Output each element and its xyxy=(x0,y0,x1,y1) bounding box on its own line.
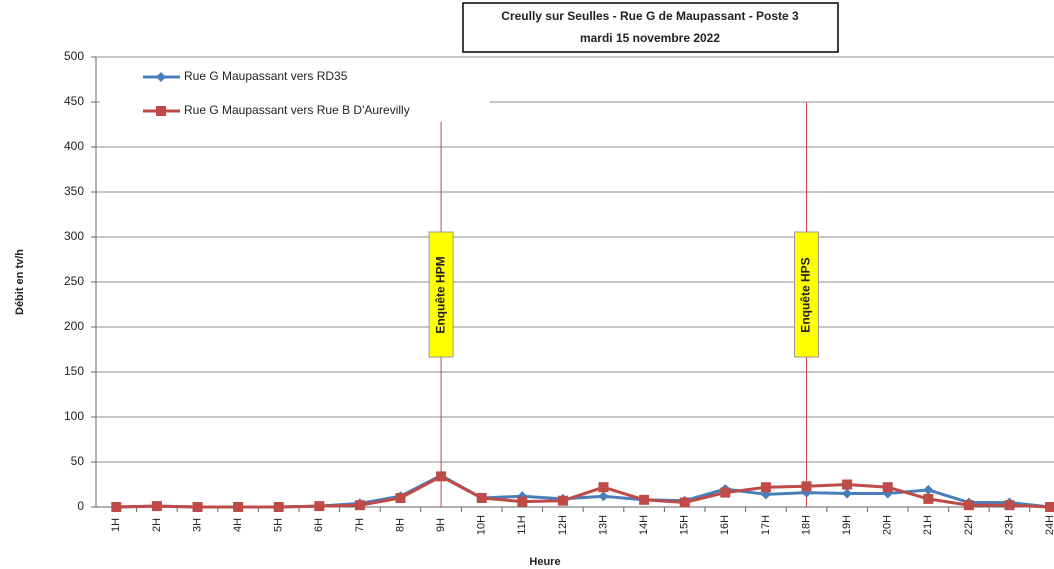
legend-marker xyxy=(156,72,166,82)
y-tick-label: 200 xyxy=(64,319,84,333)
data-point xyxy=(476,493,487,503)
x-tick-label: 14H xyxy=(638,515,650,535)
data-point xyxy=(273,502,284,512)
data-point xyxy=(1004,500,1015,511)
y-tick-label: 150 xyxy=(64,364,84,378)
y-tick-label: 500 xyxy=(64,49,84,63)
x-tick-label: 1H xyxy=(110,518,122,532)
y-tick-label: 0 xyxy=(77,499,84,513)
x-tick-label: 9H xyxy=(435,518,447,532)
y-tick-label: 350 xyxy=(64,184,84,198)
data-point xyxy=(639,494,650,505)
data-point xyxy=(314,501,325,512)
data-point xyxy=(760,482,771,493)
x-tick-label: 24H xyxy=(1044,515,1054,535)
x-tick-label: 4H xyxy=(232,518,244,532)
y-tick-label: 400 xyxy=(64,139,84,153)
chart-title: Creully sur Seulles - Rue G de Maupassan… xyxy=(501,9,799,23)
annotation-label: Enquête HPS xyxy=(799,257,813,332)
legend-label: Rue G Maupassant vers RD35 xyxy=(184,69,348,83)
data-point xyxy=(557,495,568,506)
data-point xyxy=(842,479,853,490)
chart-subtitle: mardi 15 novembre 2022 xyxy=(580,31,720,45)
data-point xyxy=(923,493,934,504)
data-point xyxy=(151,501,162,512)
data-point xyxy=(436,471,447,482)
y-tick-label: 50 xyxy=(71,454,85,468)
data-point xyxy=(517,496,528,507)
x-tick-label: 23H xyxy=(1003,515,1015,535)
x-tick-label: 8H xyxy=(394,518,406,532)
legend-marker xyxy=(156,106,166,116)
x-tick-label: 6H xyxy=(313,518,325,532)
data-point xyxy=(598,491,609,502)
title-box xyxy=(462,2,839,53)
annotation-label: Enquête HPM xyxy=(433,256,447,333)
series-line xyxy=(116,474,1051,509)
data-point xyxy=(963,500,974,511)
data-point xyxy=(1045,502,1054,512)
legend-label: Rue G Maupassant vers Rue B D'Aurevilly xyxy=(184,103,410,117)
data-point xyxy=(801,481,812,492)
data-point xyxy=(233,502,244,512)
data-point xyxy=(923,484,934,495)
x-tick-label: 11H xyxy=(516,515,528,534)
y-tick-label: 250 xyxy=(64,274,84,288)
data-point xyxy=(842,488,853,499)
y-tick-label: 300 xyxy=(64,229,84,243)
data-point xyxy=(720,487,731,498)
annotation-box xyxy=(428,231,454,358)
y-axis-label: Débit en tv/h xyxy=(14,249,26,315)
x-tick-label: 19H xyxy=(841,515,853,535)
x-tick-label: 12H xyxy=(557,515,569,535)
data-point xyxy=(111,502,122,512)
x-tick-label: 15H xyxy=(679,515,691,535)
x-tick-label: 16H xyxy=(719,515,731,535)
x-tick-label: 7H xyxy=(354,518,366,532)
x-tick-label: 20H xyxy=(882,515,894,535)
data-point xyxy=(192,502,203,512)
data-point xyxy=(679,497,690,508)
data-point xyxy=(598,482,609,493)
y-tick-label: 100 xyxy=(64,409,84,423)
y-tick-label: 450 xyxy=(64,94,84,108)
x-tick-label: 3H xyxy=(191,518,203,532)
x-tick-label: 13H xyxy=(597,515,609,535)
data-point xyxy=(882,482,893,493)
x-tick-label: 10H xyxy=(476,515,488,535)
data-point xyxy=(354,500,365,511)
series-line xyxy=(116,473,1051,509)
x-tick-label: 2H xyxy=(151,518,163,532)
x-tick-label: 21H xyxy=(922,515,934,535)
data-point xyxy=(395,493,406,503)
x-axis-label: Heure xyxy=(529,556,560,568)
annotation-box xyxy=(794,231,819,358)
x-tick-label: 17H xyxy=(760,515,772,535)
x-tick-label: 22H xyxy=(963,515,975,535)
x-tick-label: 18H xyxy=(800,515,812,535)
x-tick-label: 5H xyxy=(273,518,285,532)
